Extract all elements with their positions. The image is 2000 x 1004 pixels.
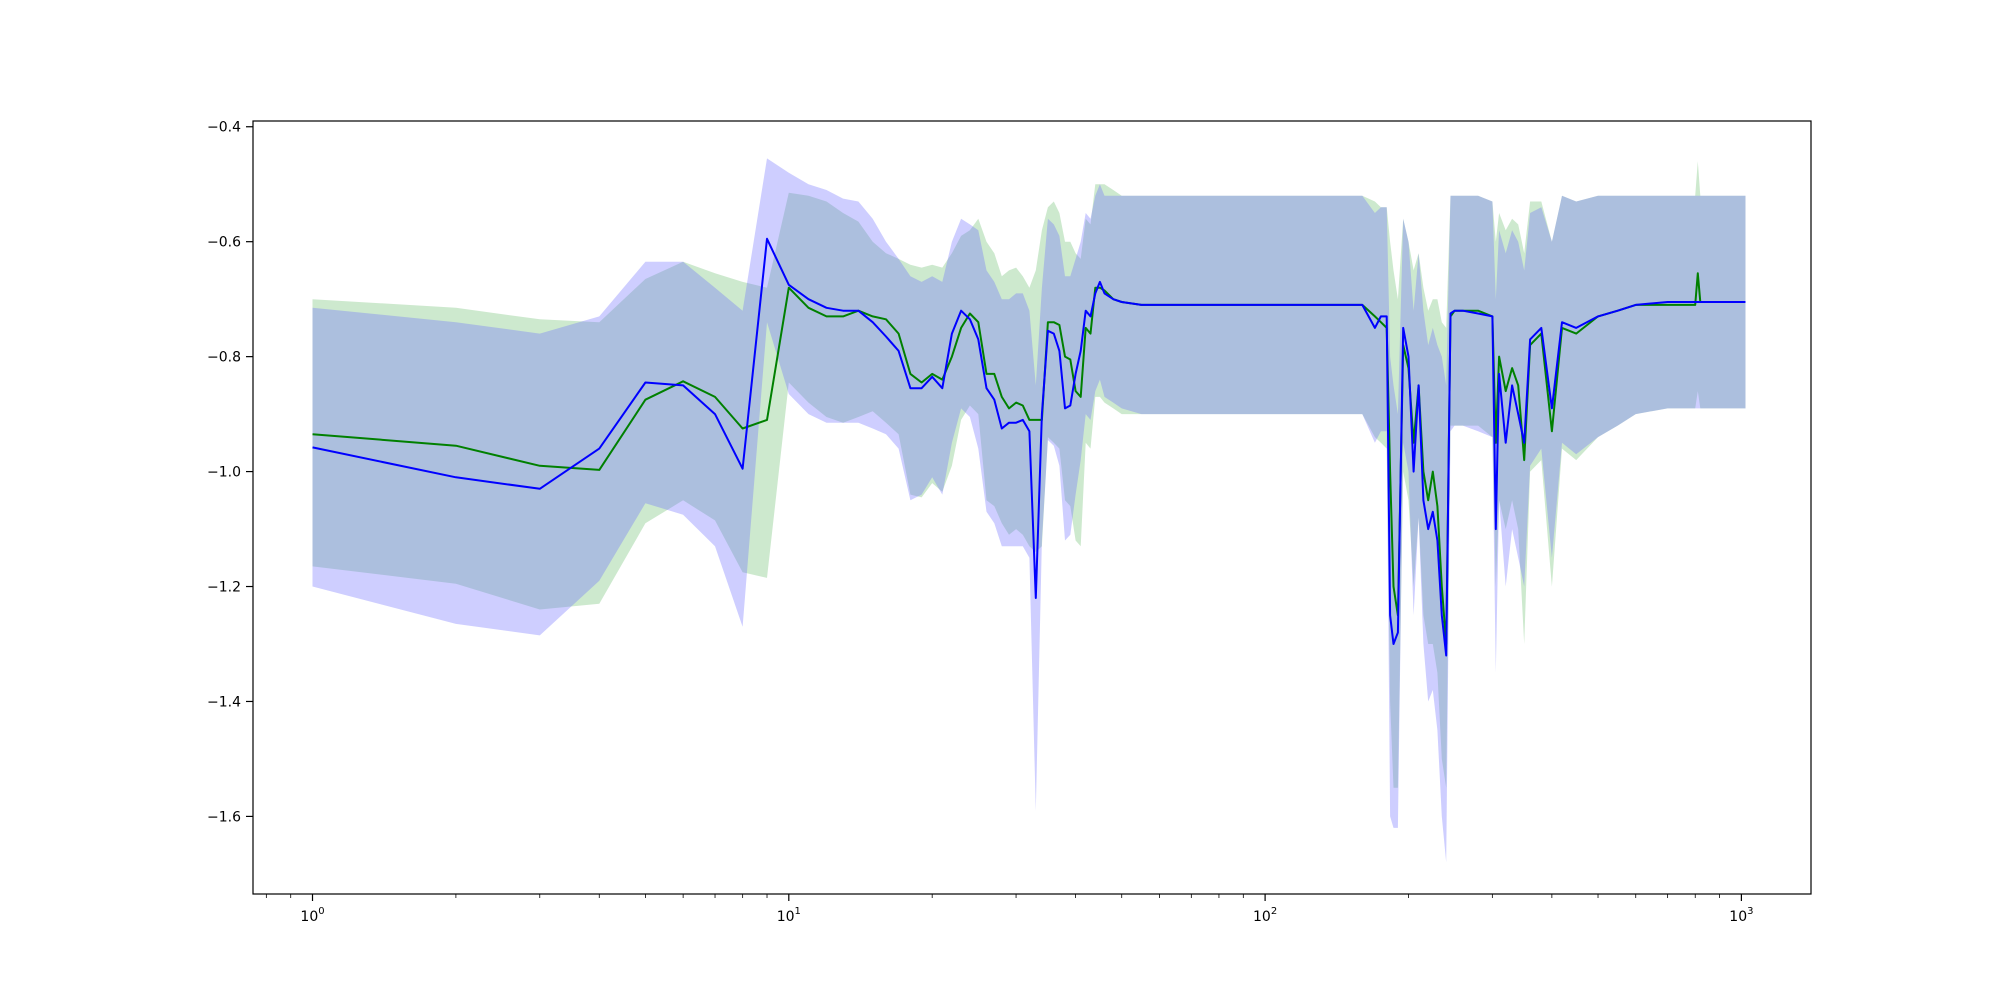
x-axis: 100 101 102 103 — [265, 894, 1754, 925]
x-tick-label: 102 — [1253, 906, 1277, 925]
series-lines — [312, 237, 1746, 657]
x-tick-label: 103 — [1729, 906, 1753, 925]
y-tick-label: −0.6 — [207, 235, 241, 251]
x-tick-label: 101 — [777, 906, 801, 925]
series-1-line — [312, 237, 1746, 657]
y-tick-label: −0.4 — [207, 120, 241, 136]
y-tick-label: −0.8 — [207, 350, 241, 366]
x-tick-label: 100 — [300, 906, 324, 925]
y-tick-label: −1.0 — [207, 465, 241, 481]
y-tick-label: −1.6 — [207, 809, 241, 825]
plot-frame — [252, 120, 1812, 895]
y-tick-label: −1.2 — [207, 580, 241, 596]
y-axis: −0.4 −0.6 −0.8 −1.0 −1.2 −1.4 −1.6 — [207, 120, 253, 825]
y-tick-label: −1.4 — [207, 694, 241, 710]
